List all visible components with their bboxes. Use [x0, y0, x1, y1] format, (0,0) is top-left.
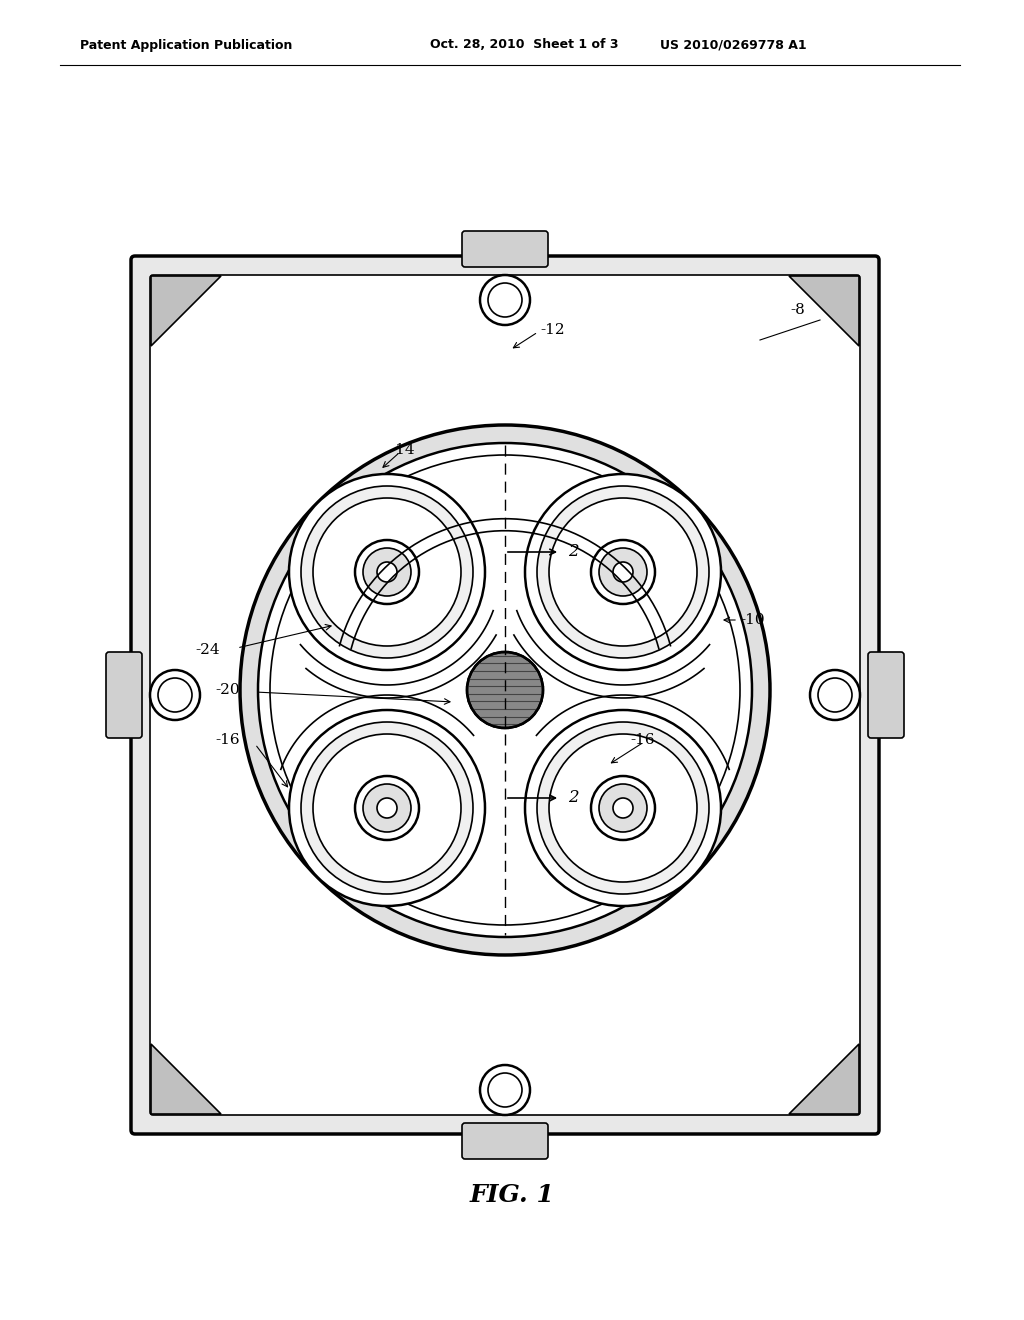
Circle shape: [355, 776, 419, 840]
Text: FIG. 1: FIG. 1: [470, 1183, 554, 1206]
Circle shape: [240, 425, 770, 954]
Circle shape: [480, 275, 530, 325]
Circle shape: [537, 486, 709, 657]
Circle shape: [301, 722, 473, 894]
Circle shape: [480, 1065, 530, 1115]
Polygon shape: [151, 276, 221, 346]
Text: -10: -10: [740, 612, 765, 627]
Circle shape: [313, 498, 461, 645]
FancyBboxPatch shape: [462, 1123, 548, 1159]
Text: US 2010/0269778 A1: US 2010/0269778 A1: [660, 38, 807, 51]
FancyBboxPatch shape: [106, 652, 142, 738]
FancyBboxPatch shape: [462, 231, 548, 267]
Text: -14: -14: [390, 444, 415, 457]
Circle shape: [591, 776, 655, 840]
Circle shape: [362, 784, 411, 832]
Circle shape: [810, 671, 860, 719]
Text: Oct. 28, 2010  Sheet 1 of 3: Oct. 28, 2010 Sheet 1 of 3: [430, 38, 618, 51]
Circle shape: [525, 474, 721, 671]
Circle shape: [270, 455, 740, 925]
Text: -16: -16: [215, 733, 240, 747]
FancyBboxPatch shape: [868, 652, 904, 738]
FancyBboxPatch shape: [131, 256, 879, 1134]
Circle shape: [258, 444, 752, 937]
Circle shape: [301, 486, 473, 657]
Circle shape: [467, 652, 543, 729]
FancyBboxPatch shape: [150, 275, 860, 1115]
Circle shape: [613, 562, 633, 582]
Polygon shape: [790, 276, 859, 346]
Text: -24: -24: [195, 643, 219, 657]
Circle shape: [377, 799, 397, 818]
Text: -8: -8: [790, 304, 805, 317]
Circle shape: [525, 710, 721, 906]
Text: Patent Application Publication: Patent Application Publication: [80, 38, 293, 51]
Circle shape: [549, 734, 697, 882]
Circle shape: [591, 540, 655, 605]
Circle shape: [313, 734, 461, 882]
Circle shape: [289, 474, 485, 671]
Text: 2: 2: [568, 789, 579, 807]
Circle shape: [549, 498, 697, 645]
Circle shape: [599, 784, 647, 832]
Circle shape: [599, 548, 647, 597]
Circle shape: [362, 548, 411, 597]
Text: -16: -16: [630, 733, 654, 747]
Polygon shape: [790, 1044, 859, 1114]
Circle shape: [537, 722, 709, 894]
Circle shape: [377, 562, 397, 582]
Circle shape: [613, 799, 633, 818]
Text: 2: 2: [568, 544, 579, 561]
Circle shape: [355, 540, 419, 605]
Circle shape: [289, 710, 485, 906]
Text: -20: -20: [215, 682, 240, 697]
Polygon shape: [151, 1044, 221, 1114]
Text: -12: -12: [540, 323, 564, 337]
Circle shape: [150, 671, 200, 719]
